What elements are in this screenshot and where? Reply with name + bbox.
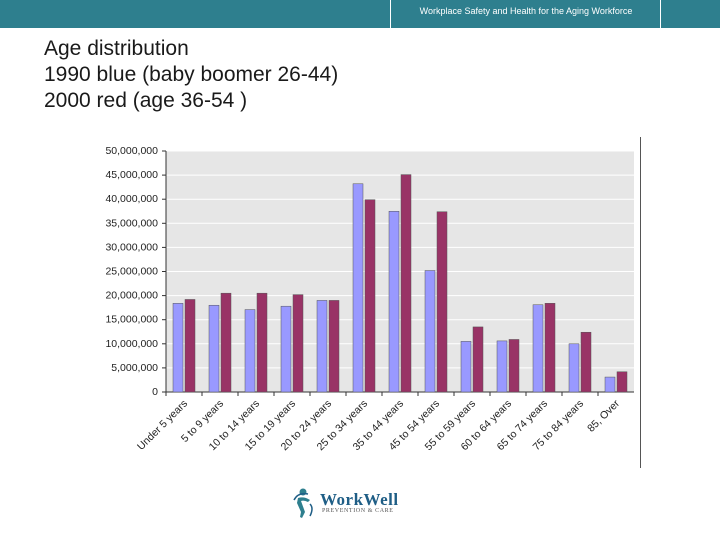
y-tick-label: 25,000,000 (105, 266, 158, 278)
age-distribution-chart: 50,000,000 45,000,000 40,000,000 35,000,000… (105, 145, 634, 453)
y-tick-label: 40,000,000 (105, 193, 158, 205)
x-tick-label: Under 5 years (135, 398, 190, 453)
y-tick-label: 20,000,000 (105, 290, 158, 302)
bar-1990 (424, 270, 436, 393)
title-line-2: 1990 blue (baby boomer 26-44) (44, 63, 339, 86)
y-tick-label: 45,000,000 (105, 169, 158, 181)
bar-2000 (436, 211, 448, 393)
bar-2000 (184, 299, 196, 393)
slide-title: Age distribution 1990 blue (baby boomer … (44, 36, 338, 114)
bar-1990 (496, 340, 508, 393)
bar-2000 (616, 371, 628, 393)
header-title: Workplace Safety and Health for the Agin… (419, 6, 633, 16)
bar-1990 (352, 183, 364, 393)
bar-2000 (256, 292, 268, 393)
logo-wordmark: WorkWell (320, 490, 399, 509)
x-tick-label: 85, Over (585, 397, 622, 434)
chart-divider (640, 137, 641, 468)
y-tick-label: 50,000,000 (105, 145, 158, 157)
bar-2000 (220, 292, 232, 393)
bar-1990 (244, 309, 256, 393)
header-bar (0, 0, 720, 28)
bar-1990 (172, 303, 184, 393)
title-line-1: Age distribution (44, 37, 189, 60)
bar-1990 (280, 305, 292, 393)
y-tick-label: 0 (152, 386, 158, 398)
y-tick-label: 15,000,000 (105, 314, 158, 326)
bar-2000 (544, 303, 556, 393)
bar-1990 (460, 341, 472, 393)
header-divider (660, 0, 661, 28)
bar-2000 (400, 174, 412, 393)
bar-2000 (508, 339, 520, 393)
y-tick-label: 30,000,000 (105, 241, 158, 253)
bar-1990 (388, 211, 400, 393)
workwell-logo: WorkWell PREVENTION & CARE (292, 486, 428, 520)
bar-1990 (604, 376, 616, 393)
bar-2000 (580, 331, 592, 393)
y-tick-label: 5,000,000 (111, 362, 158, 374)
bar-1990 (532, 304, 544, 393)
workwell-figure-icon (293, 488, 313, 518)
bar-1990 (568, 343, 580, 393)
bar-2000 (364, 199, 376, 393)
bar-1990 (316, 300, 328, 393)
bar-1990 (208, 304, 220, 393)
bar-2000 (328, 300, 340, 393)
logo-tagline: PREVENTION & CARE (322, 508, 394, 514)
bar-2000 (472, 326, 484, 393)
y-tick-label: 10,000,000 (105, 338, 158, 350)
y-tick-label: 35,000,000 (105, 217, 158, 229)
header-divider (390, 0, 391, 28)
bar-2000 (292, 294, 304, 393)
title-line-3: 2000 red (age 36-54 ) (44, 89, 248, 112)
